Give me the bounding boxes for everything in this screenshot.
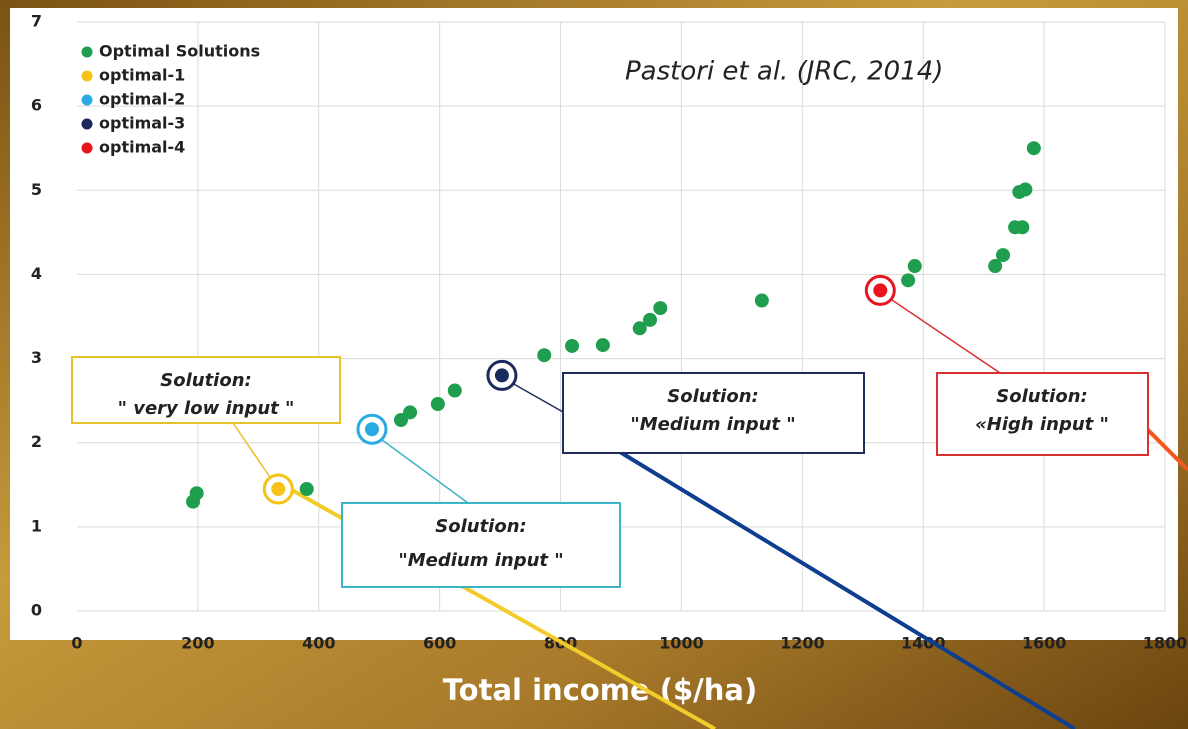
x-tick-label: 1000 [659,634,704,653]
legend-label: optimal-3 [99,114,185,133]
legend-label: optimal-4 [99,138,185,157]
y-tick-label: 4 [31,264,42,283]
point [495,368,509,382]
x-axis-title: Total income ($/ha) [443,673,758,707]
point [537,348,551,362]
y-tick-label: 5 [31,180,42,199]
y-tick-label: 2 [31,432,42,451]
annotation-text: "Medium input " [398,550,563,571]
point [431,397,445,411]
chart: 0200400600800100012001400160018000123456… [0,0,1188,729]
point [448,384,462,398]
point [300,482,314,496]
annotation-label: Solution: [996,386,1087,407]
y-tick-label: 6 [31,96,42,115]
x-tick-label: 0 [71,634,82,653]
legend-label: optimal-1 [99,66,185,85]
y-tick-label: 3 [31,348,42,367]
point [1027,141,1041,155]
x-tick-label: 1200 [780,634,825,653]
point [908,259,922,273]
legend-marker [82,95,93,106]
annotation-label: Solution: [160,370,251,391]
annotation-box [563,373,864,453]
x-tick-label: 400 [302,634,335,653]
legend-label: optimal-2 [99,90,185,109]
x-tick-label: 1800 [1143,634,1188,653]
annotation-text: " very low input " [118,398,295,419]
legend-marker [82,143,93,154]
legend-marker [82,71,93,82]
point [565,339,579,353]
x-tick-label: 1600 [1022,634,1067,653]
point [643,313,657,327]
citation: Pastori et al. (JRC, 2014) [625,57,943,87]
legend-marker [82,47,93,58]
point [901,273,915,287]
x-tick-label: 200 [181,634,214,653]
legend-label: Optimal Solutions [99,42,260,61]
legend-marker [82,119,93,130]
x-tick-label: 600 [423,634,456,653]
point [996,248,1010,262]
point [1018,182,1032,196]
annotation-label: Solution: [667,386,758,407]
annotation-text: «High input " [975,414,1109,435]
y-tick-label: 1 [31,516,42,535]
annotation-text: "Medium input " [630,414,795,435]
point [755,294,769,308]
point [365,422,379,436]
point [403,405,417,419]
annotation-label: Solution: [435,516,526,537]
point [271,482,285,496]
point [873,283,887,297]
point [653,301,667,315]
point [190,486,204,500]
y-tick-label: 7 [31,12,42,31]
point [1015,220,1029,234]
point [596,338,610,352]
y-tick-label: 0 [31,601,42,620]
